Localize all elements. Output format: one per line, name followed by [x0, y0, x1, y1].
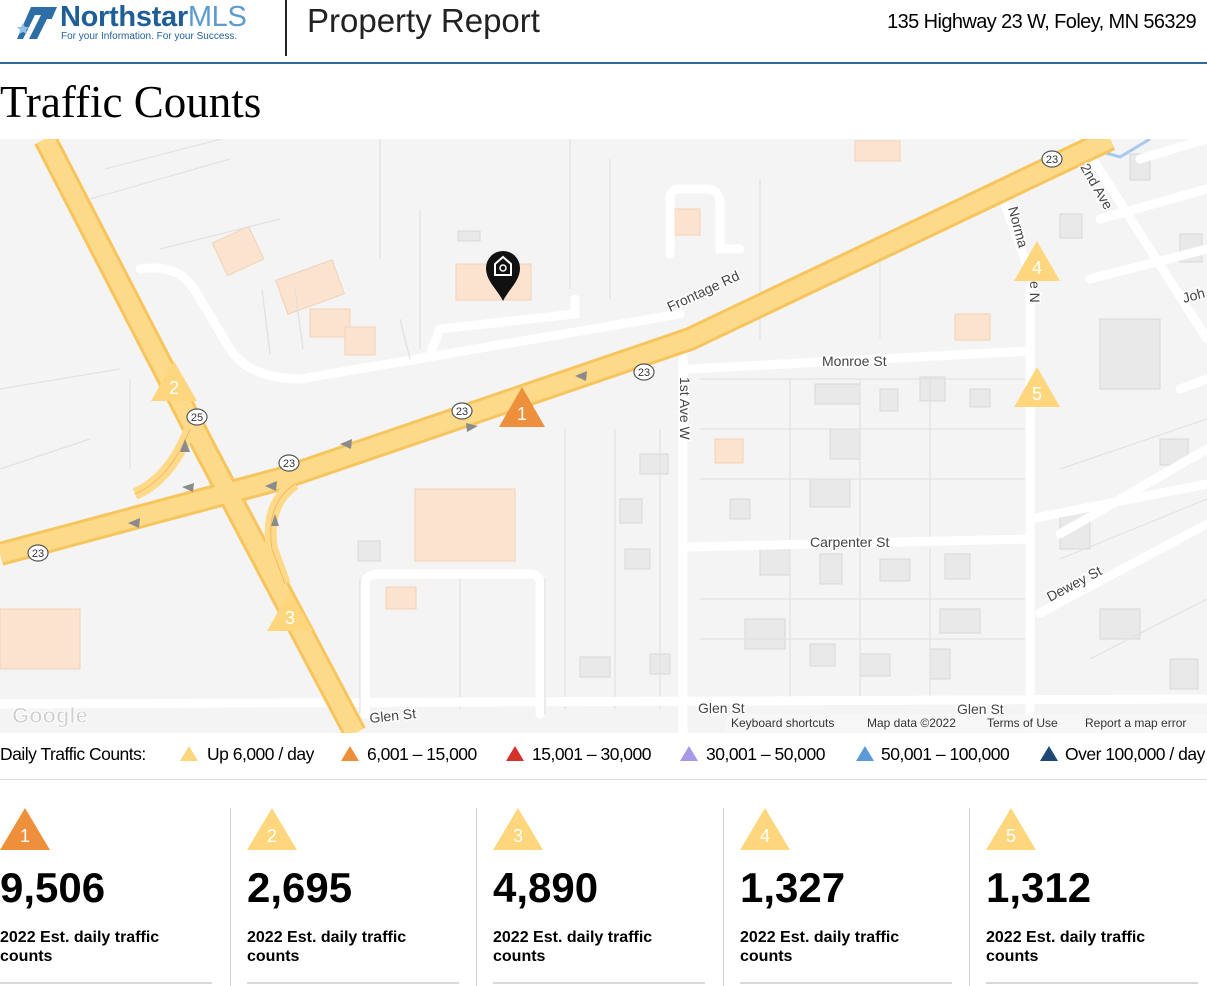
home-pin-icon[interactable]: [486, 251, 520, 301]
route-shields: 23 23 23 23 23 25: [27, 150, 1063, 562]
svg-text:4: 4: [760, 826, 770, 846]
legend-item: 6,001 – 15,000: [367, 744, 477, 764]
legend-swatch-icon: [680, 746, 698, 761]
svg-text:5: 5: [1006, 826, 1016, 846]
traffic-count-value: 2,695: [247, 864, 353, 911]
route-shield-label: 23: [638, 367, 650, 379]
legend-item: Up 6,000 / day: [207, 744, 314, 764]
map-report-error-link[interactable]: Report a map error: [1085, 716, 1186, 730]
legend-divider: [0, 779, 1207, 780]
card-separator: [230, 808, 231, 986]
traffic-marker-icon: 1: [0, 808, 50, 850]
property-address: 135 Highway 23 W, Foley, MN 56329: [887, 11, 1196, 33]
traffic-marker-icon: 5: [986, 808, 1036, 850]
map-terms-link[interactable]: Terms of Use: [987, 716, 1058, 730]
northstar-logo-icon: [17, 7, 57, 39]
brand-tagline: For your Information. For your Success.: [61, 31, 238, 42]
traffic-count-card: 4 1,327 2022 Est. daily traffic counts: [723, 808, 952, 986]
report-title: Property Report: [307, 2, 540, 39]
traffic-count-desc: 2022 Est. daily traffic counts: [740, 929, 900, 965]
traffic-count-card: 2 2,695 2022 Est. daily traffic counts: [230, 808, 459, 986]
traffic-marker-icon: 3: [493, 808, 543, 850]
route-shield-label: 23: [456, 406, 468, 418]
card-separator: [723, 808, 724, 986]
route-shield-label: 23: [32, 548, 44, 560]
svg-text:1: 1: [20, 826, 30, 846]
street-label-1st-ave: 1st Ave W: [677, 377, 693, 441]
svg-text:1: 1: [517, 404, 527, 424]
card-separator: [476, 808, 477, 986]
street-label-monroe: Monroe St: [822, 353, 887, 369]
legend-item: Over 100,000 / day: [1065, 744, 1205, 764]
traffic-legend: Daily Traffic Counts: Up 6,000 / day 6,0…: [0, 744, 1207, 768]
card-underline: [740, 982, 952, 984]
legend-item: 15,001 – 30,000: [532, 744, 652, 764]
legend-item: 50,001 – 100,000: [881, 744, 1010, 764]
traffic-count-value: 1,312: [986, 864, 1092, 911]
street-label-norma-2: e N: [1027, 281, 1043, 303]
route-shield-label: 25: [191, 412, 203, 424]
svg-text:3: 3: [513, 826, 523, 846]
traffic-map[interactable]: 23 23 23 23 23 25 Frontage Rd Monroe St …: [0, 139, 1207, 733]
traffic-count-card: 3 4,890 2022 Est. daily traffic counts: [476, 808, 705, 986]
legend-swatch-icon: [856, 746, 874, 761]
legend-swatch-icon: [341, 746, 359, 761]
legend-swatch-icon: [180, 746, 198, 761]
google-logo: Google: [12, 703, 88, 728]
legend-item: 30,001 – 50,000: [706, 744, 826, 764]
svg-text:2: 2: [169, 378, 179, 398]
legend-swatch-icon: [1040, 746, 1058, 761]
route-shield-label: 23: [1046, 154, 1058, 166]
card-underline: [493, 982, 705, 984]
traffic-count-desc: 2022 Est. daily traffic counts: [493, 929, 653, 965]
legend-swatch-icon: [506, 746, 524, 761]
traffic-count-card: 1 9,506 2022 Est. daily traffic counts: [0, 808, 212, 986]
traffic-count-value: 9,506: [0, 864, 106, 911]
street-label-glen-2: Glen St: [698, 700, 745, 716]
map-keyboard-shortcuts-link[interactable]: Keyboard shortcuts: [731, 716, 834, 730]
street-label-carpenter: Carpenter St: [810, 534, 889, 550]
map-canvas: 23 23 23 23 23 25 Frontage Rd Monroe St …: [0, 139, 1207, 733]
brand-name: NorthstarMLS: [60, 1, 247, 33]
traffic-count-value: 1,327: [740, 864, 846, 911]
map-data-attribution: Map data ©2022: [867, 716, 956, 730]
street-label-joh: Joh: [1181, 285, 1207, 306]
svg-text:3: 3: [285, 608, 295, 628]
traffic-marker-3[interactable]: 3: [267, 591, 313, 631]
card-underline: [986, 982, 1198, 984]
svg-text:5: 5: [1032, 384, 1042, 404]
traffic-count-value: 4,890: [493, 864, 599, 911]
header-divider: [285, 0, 287, 56]
street-label-glen-3: Glen St: [957, 701, 1004, 717]
report-header: NorthstarMLS For your Information. For y…: [0, 0, 1207, 64]
legend-label: Daily Traffic Counts:: [0, 744, 146, 764]
card-separator: [969, 808, 970, 986]
traffic-count-desc: 2022 Est. daily traffic counts: [986, 929, 1146, 965]
traffic-count-card: 5 1,312 2022 Est. daily traffic counts: [969, 808, 1198, 986]
traffic-marker-2[interactable]: 2: [151, 361, 197, 401]
svg-text:4: 4: [1032, 258, 1042, 278]
traffic-marker-icon: 4: [740, 808, 790, 850]
traffic-marker-1[interactable]: 1: [499, 387, 545, 427]
route-shield-label: 23: [283, 458, 295, 470]
section-title: Traffic Counts: [0, 77, 262, 127]
traffic-count-desc: 2022 Est. daily traffic counts: [0, 929, 160, 965]
svg-text:2: 2: [267, 826, 277, 846]
card-underline: [0, 982, 212, 984]
card-underline: [247, 982, 459, 984]
street-label-glen-1: Glen St: [369, 705, 417, 726]
traffic-marker-5[interactable]: 5: [1014, 367, 1060, 407]
traffic-marker-4[interactable]: 4: [1014, 241, 1060, 281]
traffic-count-desc: 2022 Est. daily traffic counts: [247, 929, 407, 965]
traffic-marker-icon: 2: [247, 808, 297, 850]
